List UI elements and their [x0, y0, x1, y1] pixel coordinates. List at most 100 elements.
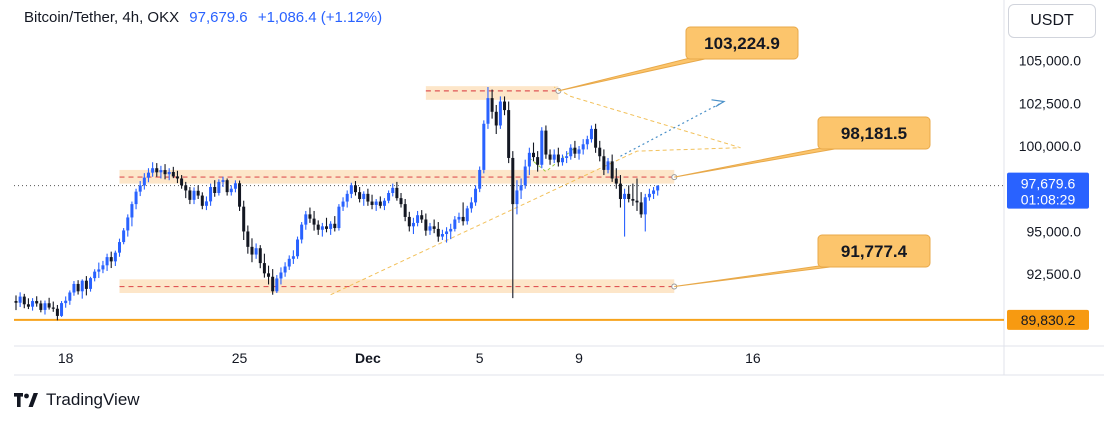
x-tick-label: 18 — [58, 350, 74, 366]
candle-body — [482, 123, 486, 170]
candle-body — [101, 265, 105, 270]
candle-body — [320, 226, 324, 230]
candle-body — [175, 176, 179, 179]
candle-body — [209, 187, 213, 202]
y-tick-label: 105,000.0 — [1019, 53, 1081, 69]
candle-body — [416, 215, 420, 223]
candle-body — [598, 147, 602, 157]
candle-body — [316, 224, 320, 230]
candle-body — [581, 144, 585, 150]
candle-body — [109, 257, 113, 262]
x-tick-label: Dec — [355, 350, 381, 366]
candle-body — [498, 101, 502, 126]
y-tick-label: 92,500.0 — [1027, 266, 1082, 282]
candle-body — [507, 110, 511, 158]
candle-body — [84, 280, 88, 289]
candle-body — [238, 183, 242, 207]
candle-body — [221, 180, 225, 182]
candle-body — [432, 226, 436, 229]
candle-body — [14, 301, 18, 303]
candle-body — [536, 157, 540, 165]
candle-body — [287, 258, 291, 267]
candle-body — [503, 101, 507, 111]
candle-body — [647, 193, 651, 198]
current-price-value: 97,679.6 — [1021, 176, 1076, 192]
candle-body — [291, 256, 295, 259]
candle-body — [43, 303, 47, 310]
candle-body — [589, 128, 593, 140]
candle-body — [250, 246, 254, 255]
candle-body — [47, 303, 51, 308]
tradingview-logo-icon — [14, 393, 38, 407]
candle-body — [155, 168, 159, 173]
candle-body — [146, 172, 150, 178]
candle-body — [490, 98, 494, 112]
candle-body — [627, 193, 631, 199]
candle-body — [573, 147, 577, 154]
candle-body — [631, 198, 635, 201]
candle-body — [51, 307, 55, 309]
level-zone — [119, 279, 675, 294]
candle-body — [569, 147, 573, 157]
candle-body — [440, 234, 444, 237]
candle-body — [407, 216, 411, 227]
candle-body — [64, 300, 68, 304]
candle-body — [134, 191, 138, 205]
callout-pointer — [674, 146, 847, 178]
last-price: 97,679.6 — [189, 9, 248, 26]
candle-body — [325, 226, 328, 229]
candles-group — [14, 87, 660, 321]
tradingview-brand[interactable]: TradingView — [14, 390, 140, 410]
candle-body — [424, 219, 428, 231]
candle-body — [465, 208, 469, 222]
candle-body — [39, 303, 43, 310]
candle-body — [623, 193, 627, 199]
candle-body — [548, 154, 552, 160]
candle-body — [544, 130, 548, 155]
candle-body — [486, 98, 490, 124]
candle-body — [76, 283, 80, 292]
candle-body — [126, 217, 130, 231]
candle-body — [122, 230, 126, 243]
candle-body — [204, 201, 208, 206]
candle-body — [556, 154, 560, 163]
candle-body — [138, 185, 142, 192]
currency-button[interactable]: USDT — [1008, 4, 1096, 38]
candle-body — [192, 190, 196, 200]
x-tick-label: 16 — [745, 350, 761, 366]
support-price-value: 89,830.2 — [1021, 312, 1076, 328]
candle-body — [602, 156, 606, 170]
candle-body — [271, 276, 275, 292]
candle-body — [60, 303, 64, 316]
candle-body — [519, 185, 523, 191]
candle-body — [378, 201, 382, 206]
y-tick-label: 102,500.0 — [1019, 95, 1081, 111]
candle-body — [614, 178, 618, 184]
candle-body — [254, 248, 258, 255]
candle-body — [656, 185, 660, 191]
candle-body — [391, 187, 395, 193]
price-change: +1,086.4 (+1.12%) — [257, 9, 383, 26]
candle-body — [585, 139, 589, 145]
x-tick-label: 9 — [575, 350, 583, 366]
candle-body — [411, 222, 415, 227]
candle-body — [370, 201, 374, 205]
candle-body — [31, 301, 35, 307]
candle-body — [180, 178, 184, 186]
callout-label: 98,181.5 — [841, 124, 907, 143]
candle-body — [35, 301, 39, 304]
pattern-green-segment — [529, 147, 576, 173]
y-tick-label: 100,000.0 — [1019, 138, 1081, 154]
candle-body — [72, 283, 76, 293]
callout-pointer — [674, 264, 847, 288]
candle-body — [246, 231, 250, 247]
brand-name: TradingView — [46, 390, 140, 409]
candle-body — [130, 204, 134, 218]
candle-body — [151, 168, 155, 173]
candle-body — [532, 152, 535, 158]
support-price-tag — [1007, 309, 1089, 330]
candle-body — [345, 193, 349, 202]
candle-body — [341, 201, 345, 207]
